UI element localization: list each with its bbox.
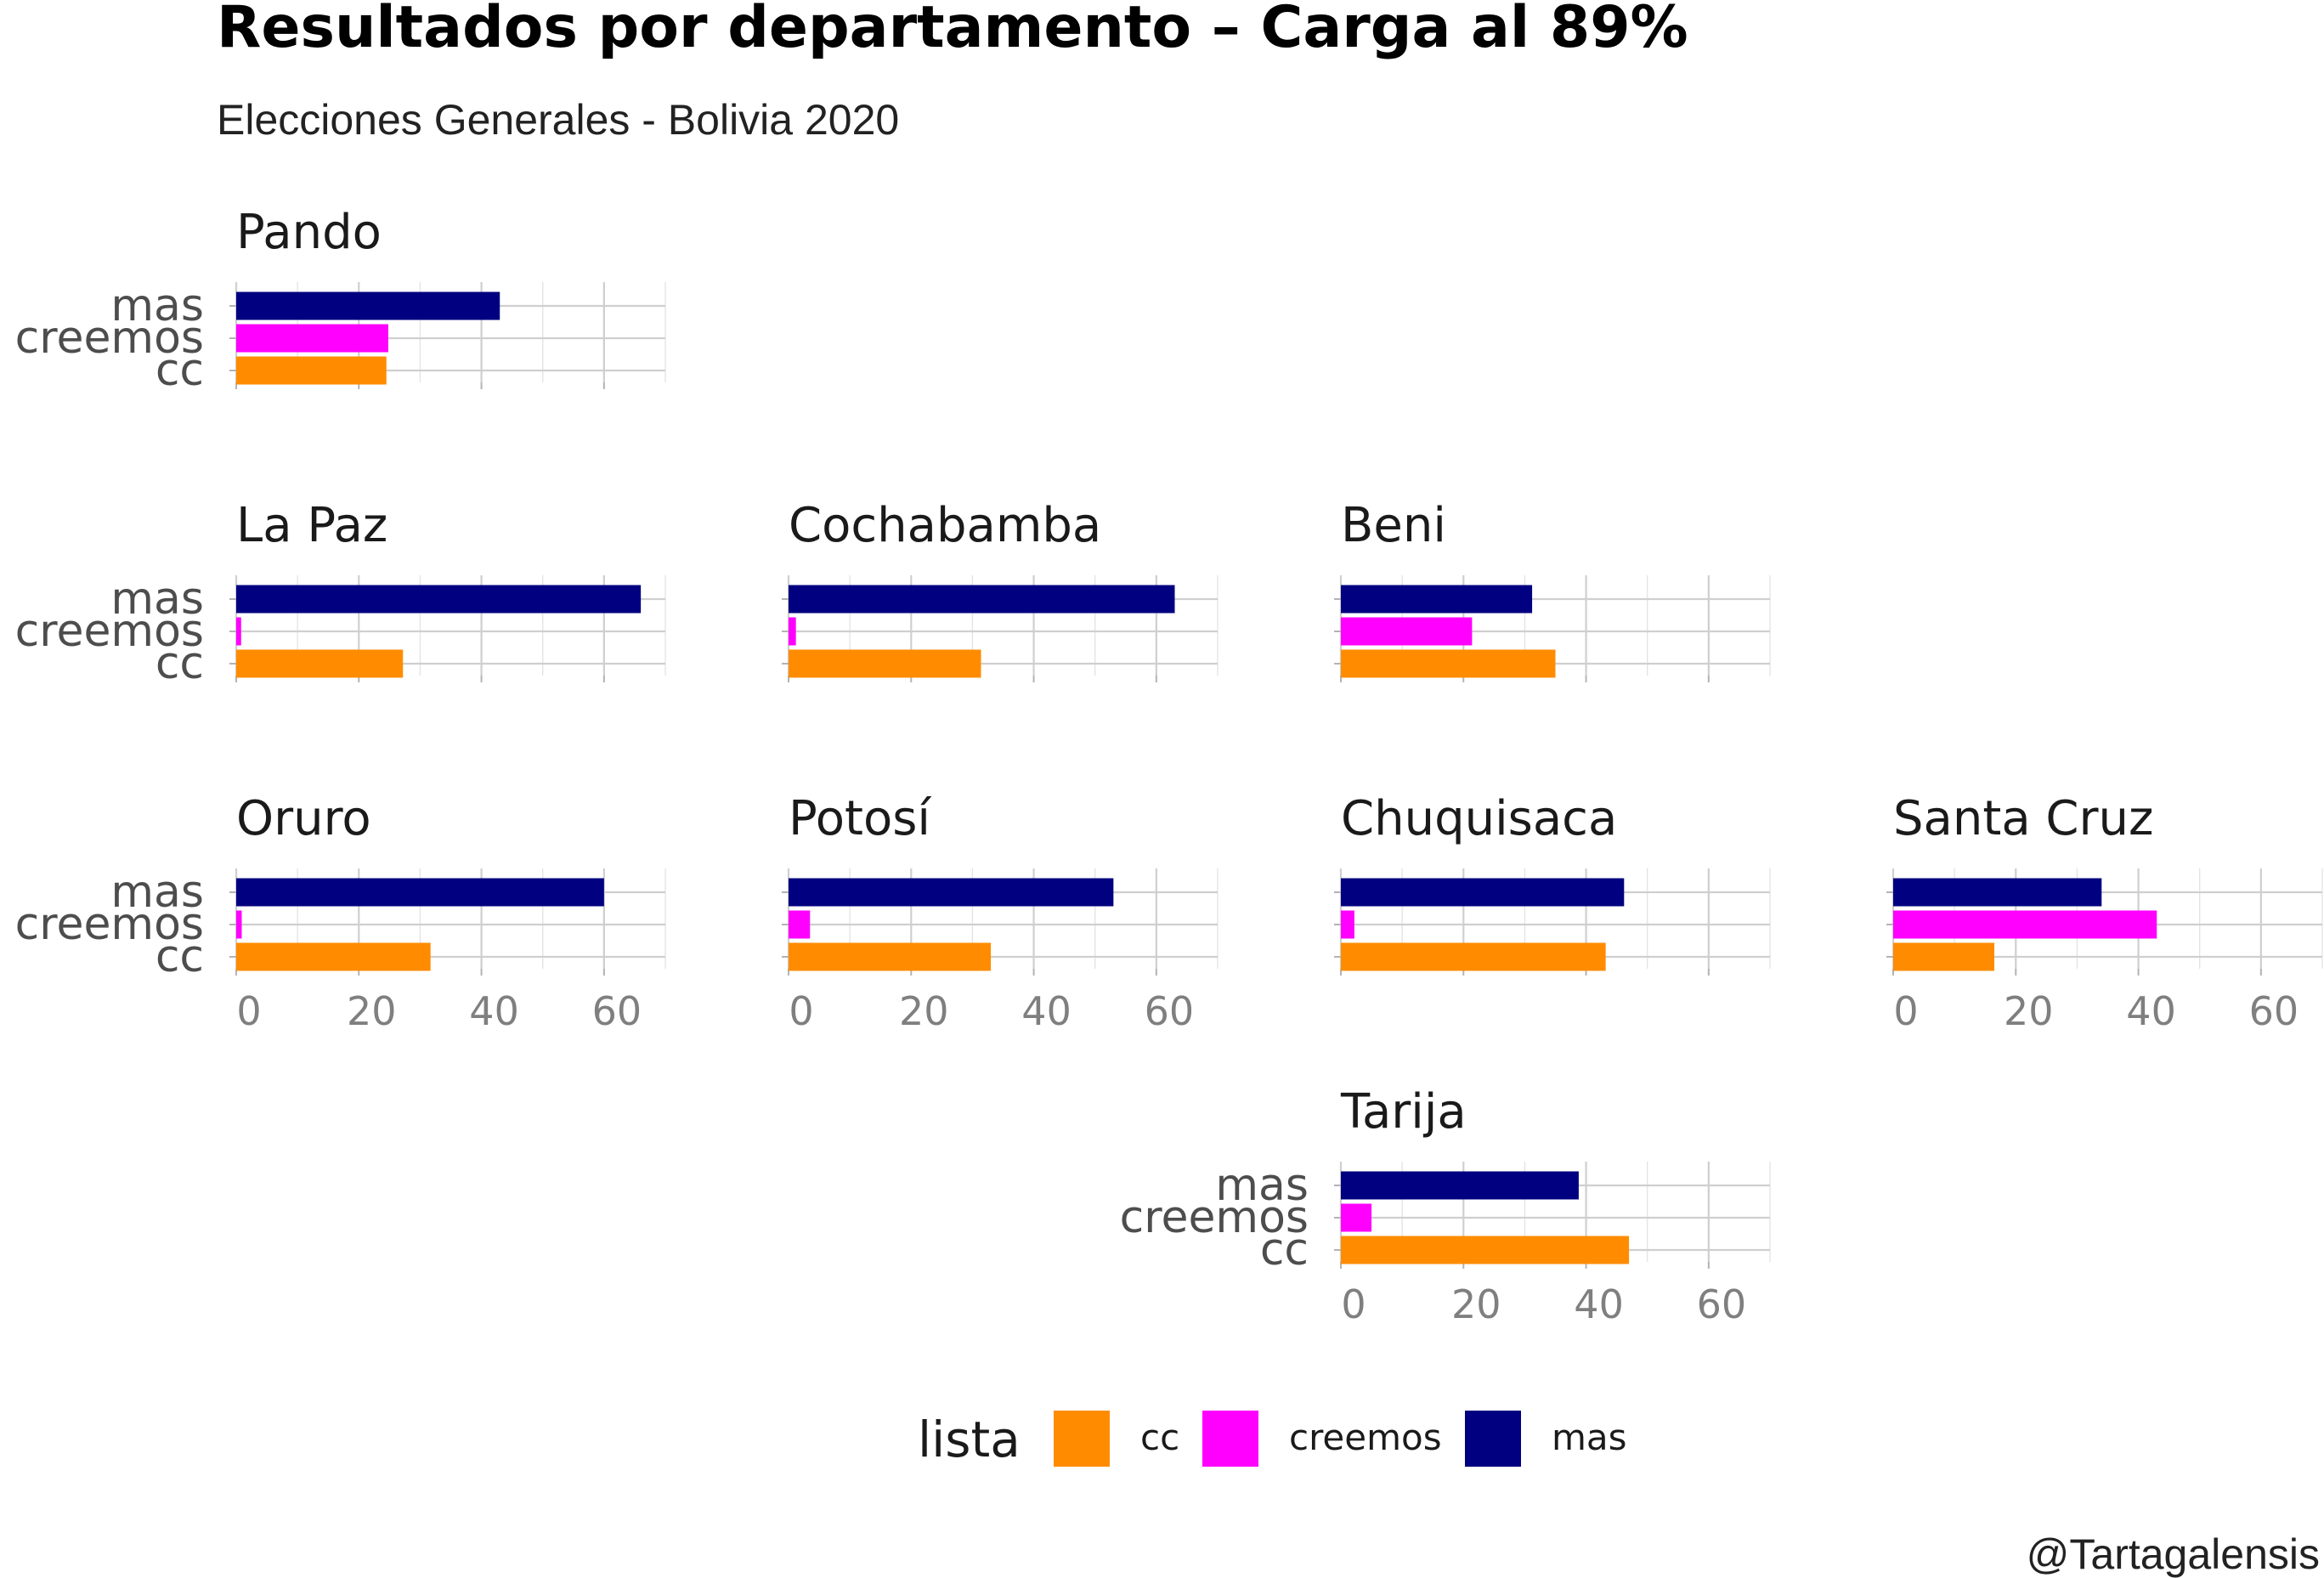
- bar-mas: [1893, 878, 2102, 907]
- x-tick-label: 20: [347, 988, 397, 1034]
- y-tick-label: mas: [110, 867, 204, 918]
- x-tick-label: 20: [1451, 1281, 1501, 1327]
- y-tick-label: cc: [155, 931, 204, 982]
- panel-potosi: Potosí 0 20 40 60: [782, 791, 1219, 1034]
- x-tick-label: 60: [1697, 1281, 1747, 1327]
- y-tick-label: creemos: [15, 606, 204, 657]
- bar-cc: [236, 356, 387, 385]
- panel-title: Beni: [1341, 498, 1446, 553]
- panel-cochabamba: Cochabamba: [782, 498, 1219, 682]
- chart-title: Resultados por departamento – Carga al 8…: [217, 0, 1688, 61]
- bar-mas: [236, 585, 642, 614]
- panel-title: Potosí: [789, 791, 932, 846]
- bar-mas: [236, 878, 604, 907]
- x-tick-label: 40: [1021, 988, 1072, 1034]
- y-tick-label: cc: [155, 638, 204, 689]
- y-tick-label: mas: [1215, 1160, 1309, 1211]
- bar-cc: [789, 942, 992, 971]
- bar-creemos: [236, 617, 241, 646]
- legend-title: lista: [918, 1411, 1021, 1468]
- legend-item-creemos: creemos: [1202, 1411, 1442, 1467]
- bar-cc: [1893, 942, 1995, 971]
- panel-chuquisaca: Chuquisaca: [1334, 791, 1771, 976]
- bar-mas: [1341, 878, 1625, 907]
- x-tick-label: 40: [2126, 988, 2176, 1034]
- x-tick-label: 0: [1341, 1281, 1366, 1327]
- bar-mas: [1341, 585, 1533, 614]
- y-tick-label: mas: [110, 574, 204, 625]
- y-tick-label: cc: [155, 345, 204, 396]
- bar-creemos: [1341, 617, 1473, 646]
- panel-title: Tarija: [1340, 1084, 1467, 1140]
- bar-cc: [789, 649, 981, 678]
- legend-item-cc: cc: [1054, 1411, 1179, 1467]
- legend-item-mas: mas: [1465, 1411, 1627, 1467]
- bar-mas: [789, 878, 1114, 907]
- bar-cc: [1341, 942, 1606, 971]
- x-tick-label: 20: [2004, 988, 2054, 1034]
- x-tick-label: 60: [592, 988, 642, 1034]
- x-tick-label: 40: [469, 988, 519, 1034]
- panel-title: La Paz: [236, 498, 387, 553]
- panel-title: Cochabamba: [789, 498, 1101, 553]
- bar-creemos: [1341, 910, 1354, 939]
- x-tick-label: 0: [236, 988, 261, 1034]
- bar-creemos: [236, 910, 242, 939]
- bar-creemos: [789, 617, 796, 646]
- bar-creemos: [1341, 1203, 1372, 1232]
- bar-cc: [1341, 1236, 1630, 1264]
- panel-title: Santa Cruz: [1893, 791, 2153, 846]
- legend-label: cc: [1140, 1417, 1179, 1458]
- bar-cc: [236, 942, 431, 971]
- bar-creemos: [1893, 910, 2157, 939]
- bar-cc: [236, 649, 404, 678]
- y-tick-label: creemos: [15, 313, 204, 364]
- legend-swatch: [1465, 1411, 1521, 1467]
- panel-beni: Beni: [1334, 498, 1771, 682]
- bar-cc: [1341, 649, 1556, 678]
- legend-label: mas: [1552, 1417, 1627, 1458]
- bar-creemos: [236, 324, 388, 353]
- x-tick-label: 60: [2249, 988, 2299, 1034]
- bar-creemos: [789, 910, 811, 939]
- panel-title: Pando: [236, 205, 382, 260]
- panel-title: Oruro: [236, 791, 371, 846]
- panel-title: Chuquisaca: [1341, 791, 1617, 846]
- y-tick-label: creemos: [15, 899, 204, 950]
- x-tick-label: 60: [1145, 988, 1195, 1034]
- y-tick-label: creemos: [1120, 1192, 1309, 1243]
- panel-santa-cruz: Santa Cruz 0 20 40 60: [1886, 791, 2323, 1034]
- legend-swatch: [1202, 1411, 1258, 1467]
- legend: lista cc creemos mas: [918, 1411, 1627, 1468]
- chart-caption: @Tartagalensis: [2027, 1530, 2320, 1578]
- chart-subtitle: Elecciones Generales - Bolivia 2020: [217, 96, 899, 144]
- x-tick-label: 40: [1574, 1281, 1624, 1327]
- bar-mas: [789, 585, 1175, 614]
- x-tick-label: 0: [789, 988, 813, 1034]
- legend-swatch: [1054, 1411, 1110, 1467]
- x-tick-label: 20: [899, 988, 949, 1034]
- legend-label: creemos: [1289, 1417, 1442, 1458]
- bar-mas: [236, 291, 500, 320]
- x-tick-label: 0: [1893, 988, 1918, 1034]
- y-tick-label: mas: [110, 280, 204, 331]
- y-tick-label: cc: [1260, 1225, 1309, 1275]
- bar-mas: [1341, 1171, 1579, 1200]
